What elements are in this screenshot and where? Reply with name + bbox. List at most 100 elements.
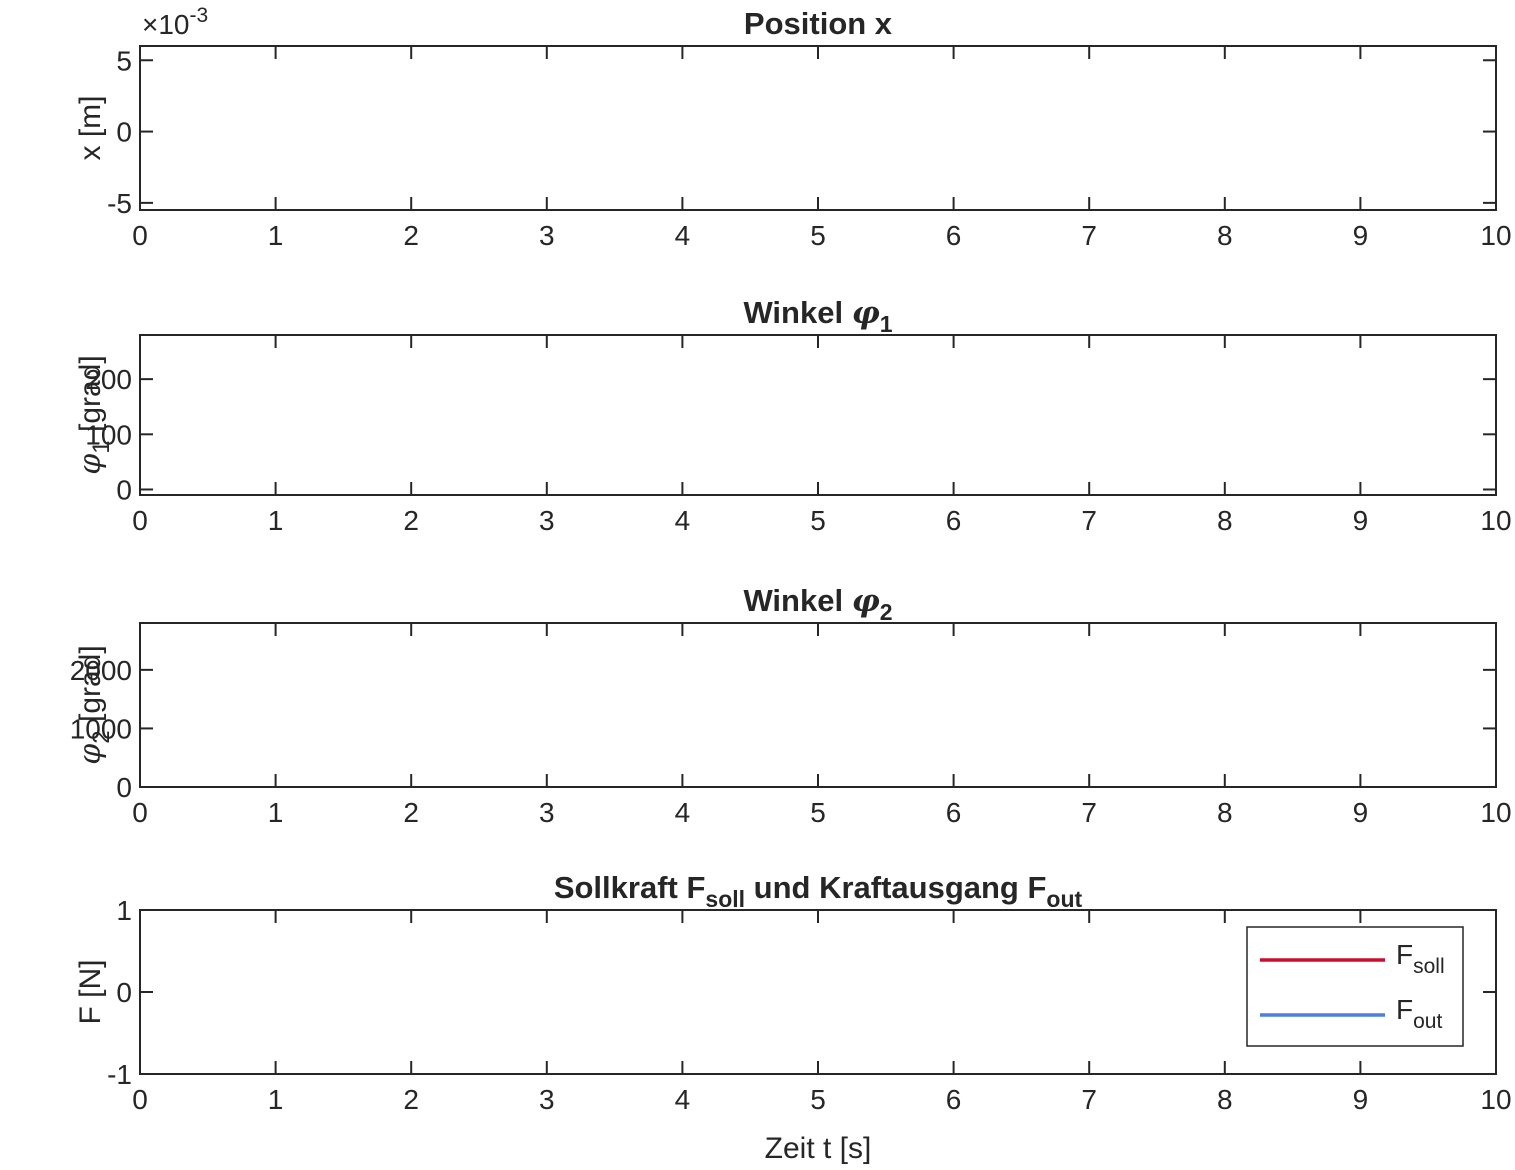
symbol: φ xyxy=(852,295,880,331)
x-tick-label: 9 xyxy=(1353,1084,1369,1115)
y-axis-label: F [N] xyxy=(74,960,107,1025)
y-axis-label: φ2 [grad] xyxy=(73,645,115,764)
text-part: und Kraftausgang F xyxy=(745,870,1046,905)
exponent-power: -3 xyxy=(190,4,209,27)
y-tick-label: 2000 xyxy=(70,655,132,686)
y-tick-label: 0 xyxy=(116,474,132,505)
x-tick-label: 1 xyxy=(268,1084,284,1115)
x-tick-label: 8 xyxy=(1217,220,1233,251)
subscript: out xyxy=(1046,886,1082,912)
subscript: 1 xyxy=(88,440,115,453)
x-tick-label: 6 xyxy=(946,220,962,251)
x-tick-label: 2 xyxy=(403,505,419,536)
x-tick-label: 7 xyxy=(1081,1084,1097,1115)
text-part: Winkel xyxy=(743,295,851,330)
x-tick-label: 0 xyxy=(132,797,148,828)
x-tick-label: 10 xyxy=(1480,797,1511,828)
x-tick-label: 9 xyxy=(1353,505,1369,536)
subplot-title: Winkel φ2 xyxy=(743,583,892,625)
x-tick-label: 8 xyxy=(1217,797,1233,828)
subscript: soll xyxy=(705,886,745,912)
x-tick-label: 2 xyxy=(403,220,419,251)
subscript: 2 xyxy=(88,730,115,743)
symbol: φ xyxy=(852,583,880,619)
x-tick-label: 10 xyxy=(1480,505,1511,536)
legend-label-main: F xyxy=(1396,939,1413,970)
x-tick-label: 7 xyxy=(1081,220,1097,251)
x-tick-label: 5 xyxy=(810,797,826,828)
x-tick-label: 0 xyxy=(132,220,148,251)
x-tick-label: 6 xyxy=(946,797,962,828)
y-tick-label: -5 xyxy=(107,188,132,219)
x-tick-label: 5 xyxy=(810,1084,826,1115)
symbol: φ xyxy=(73,744,108,765)
x-tick-label: 2 xyxy=(403,1084,419,1115)
x-tick-label: 4 xyxy=(675,797,691,828)
axes-box xyxy=(139,45,1497,211)
axes-box xyxy=(139,622,1497,788)
y-axis-label: x [m] xyxy=(74,96,107,161)
legend-label-main: F xyxy=(1396,994,1413,1025)
axes-box xyxy=(139,334,1497,496)
x-tick-label: 0 xyxy=(132,505,148,536)
x-tick-label: 4 xyxy=(675,220,691,251)
x-tick-label: 8 xyxy=(1217,505,1233,536)
x-tick-label: 7 xyxy=(1081,797,1097,828)
x-tick-label: 9 xyxy=(1353,797,1369,828)
x-tick-label: 1 xyxy=(268,797,284,828)
x-tick-label: 1 xyxy=(268,505,284,536)
x-tick-label: 6 xyxy=(946,505,962,536)
x-tick-label: 7 xyxy=(1081,505,1097,536)
x-axis-label: Zeit t [s] xyxy=(765,1132,872,1165)
x-tick-label: 9 xyxy=(1353,220,1369,251)
text-part: [grad] xyxy=(74,645,107,730)
y-tick-label: 0 xyxy=(116,117,132,148)
y-tick-label: 5 xyxy=(116,45,132,76)
y-tick-label: 1000 xyxy=(70,713,132,744)
x-tick-label: 10 xyxy=(1480,1084,1511,1115)
y-exponent-label: ×10-3 xyxy=(142,4,208,40)
x-tick-label: 2 xyxy=(403,797,419,828)
text-part: Winkel xyxy=(743,583,851,618)
legend-box xyxy=(1246,926,1464,1047)
legend-label-sub: soll xyxy=(1413,955,1445,978)
x-tick-label: 3 xyxy=(539,220,555,251)
y-tick-label: 0 xyxy=(116,772,132,803)
y-tick-label: 1 xyxy=(116,895,132,926)
x-tick-label: 0 xyxy=(132,1084,148,1115)
legend-label-Fsoll: Fsoll xyxy=(1396,939,1445,978)
x-tick-label: 4 xyxy=(675,505,691,536)
legend-label-sub: out xyxy=(1413,1010,1442,1033)
text-part: Position x xyxy=(744,6,893,41)
legend-label-Fout: Fout xyxy=(1396,994,1442,1033)
x-tick-label: 8 xyxy=(1217,1084,1233,1115)
x-tick-label: 4 xyxy=(675,1084,691,1115)
subplot-title: Sollkraft Fsoll und Kraftausgang Fout xyxy=(554,870,1083,912)
y-tick-label: 100 xyxy=(85,419,132,450)
x-tick-label: 3 xyxy=(539,797,555,828)
x-tick-label: 5 xyxy=(810,220,826,251)
subplot-title: Position x xyxy=(744,6,893,41)
y-tick-label: -1 xyxy=(107,1059,132,1090)
subscript: 1 xyxy=(880,311,893,337)
y-tick-label: 0 xyxy=(116,977,132,1008)
text-part: [grad] xyxy=(74,355,107,440)
subplot-title: Winkel φ1 xyxy=(743,295,892,337)
x-tick-label: 3 xyxy=(539,505,555,536)
y-axis-label: φ1 [grad] xyxy=(73,355,115,474)
subscript: 2 xyxy=(880,599,893,625)
x-tick-label: 10 xyxy=(1480,220,1511,251)
text-part: Sollkraft F xyxy=(554,870,706,905)
x-tick-label: 1 xyxy=(268,220,284,251)
x-tick-label: 3 xyxy=(539,1084,555,1115)
symbol: φ xyxy=(73,454,108,475)
exponent-base: ×10 xyxy=(142,9,190,40)
x-tick-label: 5 xyxy=(810,505,826,536)
y-tick-label: 200 xyxy=(85,364,132,395)
